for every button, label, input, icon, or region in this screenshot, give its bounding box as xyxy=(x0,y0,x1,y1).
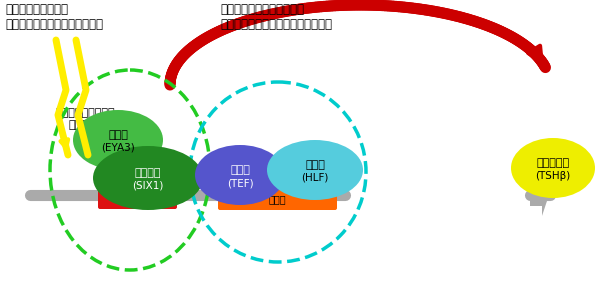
Text: 司令塔: 司令塔 xyxy=(108,130,128,140)
FancyArrow shape xyxy=(542,174,549,216)
FancyBboxPatch shape xyxy=(530,184,542,206)
Text: (TSHβ): (TSHβ) xyxy=(535,171,571,181)
Ellipse shape xyxy=(511,138,595,198)
Text: (SIX1): (SIX1) xyxy=(133,181,164,191)
Ellipse shape xyxy=(73,110,163,170)
FancyBboxPatch shape xyxy=(98,183,177,209)
Text: 補佐官: 補佐官 xyxy=(230,165,250,175)
Text: (EYA3): (EYA3) xyxy=(101,143,135,153)
Text: 春ホルモン: 春ホルモン xyxy=(536,158,569,168)
Text: 明け方の光によって
春ホルモンの司令塔が発現する: 明け方の光によって 春ホルモンの司令塔が発現する xyxy=(5,3,103,31)
Text: 司令塔と副司令塔の働きは
補佐官と一緒に働くことで強くなる: 司令塔と副司令塔の働きは 補佐官と一緒に働くことで強くなる xyxy=(220,3,332,31)
Text: 司令塔は副司令塔と
一緒に働く: 司令塔は副司令塔と 一緒に働く xyxy=(55,108,115,130)
Ellipse shape xyxy=(267,140,363,200)
Text: または: または xyxy=(269,194,286,204)
Text: 補佐官: 補佐官 xyxy=(305,160,325,170)
Text: (TEF): (TEF) xyxy=(227,178,253,188)
Text: (HLF): (HLF) xyxy=(301,173,329,183)
Ellipse shape xyxy=(93,146,203,210)
Ellipse shape xyxy=(195,145,285,205)
Text: 副司令塔: 副司令塔 xyxy=(135,168,161,178)
FancyBboxPatch shape xyxy=(218,180,337,210)
